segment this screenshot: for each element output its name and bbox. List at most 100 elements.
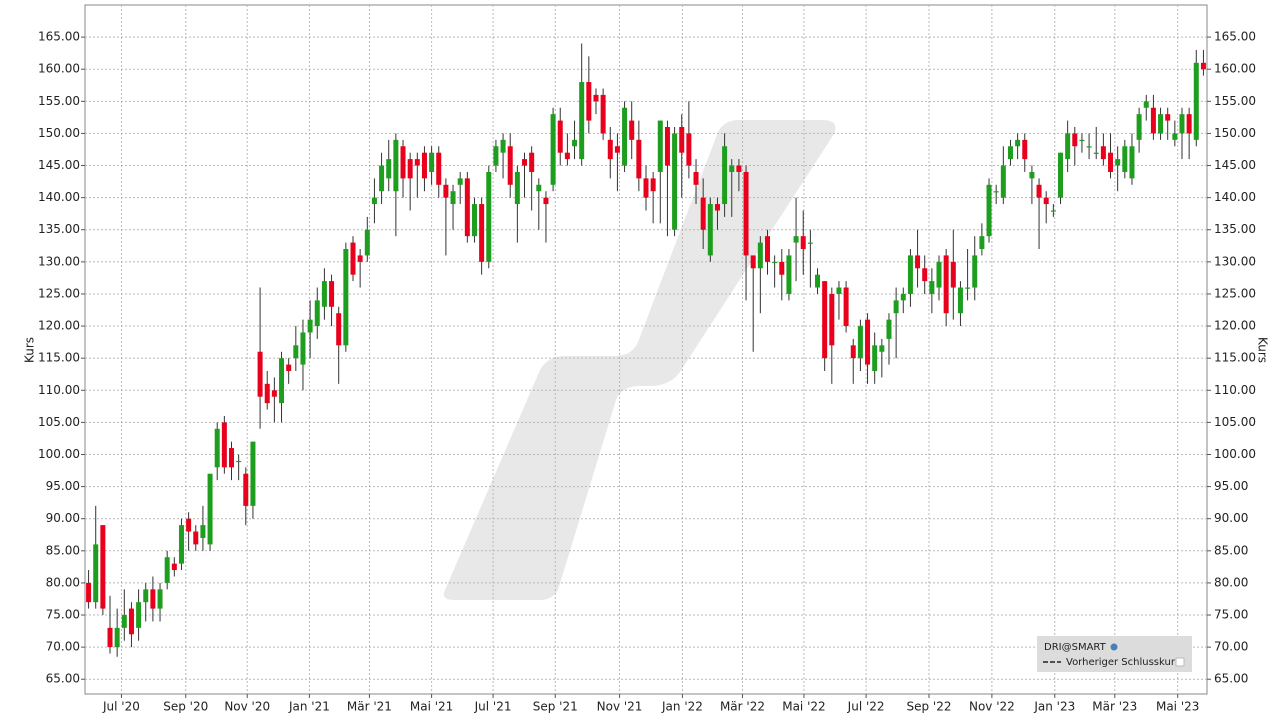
candle-body xyxy=(171,563,177,571)
candle-body xyxy=(836,287,842,294)
candle-body xyxy=(450,191,456,205)
candle-body xyxy=(614,146,620,153)
candle-body xyxy=(664,127,670,166)
y-tick-label: 70.00 xyxy=(46,640,80,654)
candle-body xyxy=(965,287,971,289)
candle-body xyxy=(200,525,206,538)
candle-body xyxy=(536,184,542,192)
candle-body xyxy=(250,441,256,506)
candle-body xyxy=(1122,146,1128,172)
x-tick-label: Mär '22 xyxy=(720,700,765,714)
y-tick-label-right: 150.00 xyxy=(1214,126,1256,140)
candle-body xyxy=(264,383,270,404)
candle-body xyxy=(793,236,799,243)
candle-body xyxy=(1050,210,1056,212)
candle-body xyxy=(1072,133,1078,147)
candle-body xyxy=(186,518,192,532)
candle-body xyxy=(750,255,756,269)
candle-body xyxy=(207,473,213,545)
candle-body xyxy=(1193,62,1199,140)
candle-body xyxy=(529,152,535,172)
y-tick-label: 150.00 xyxy=(38,126,80,140)
candle-body xyxy=(1158,114,1164,134)
y-tick-label-right: 95.00 xyxy=(1214,479,1248,493)
y-tick-label-right: 155.00 xyxy=(1214,94,1256,108)
candle-body xyxy=(414,159,420,166)
candle-body xyxy=(371,197,377,205)
legend-checkbox[interactable] xyxy=(1175,657,1185,667)
candle-body xyxy=(336,313,342,346)
candle-body xyxy=(643,178,649,198)
y-tick-label-right: 120.00 xyxy=(1214,319,1256,333)
y-tick-label: 90.00 xyxy=(46,511,80,525)
candle-body xyxy=(229,448,235,468)
candle-body xyxy=(1165,114,1171,121)
candle-body xyxy=(457,178,463,185)
y-tick-label: 135.00 xyxy=(38,222,80,236)
candle-body xyxy=(271,390,277,397)
candle-body xyxy=(1022,139,1028,160)
y-tick-label-right: 165.00 xyxy=(1214,30,1256,44)
y-tick-label: 155.00 xyxy=(38,94,80,108)
legend: DRI@SMART Vorheriger Schlusskurs xyxy=(1037,636,1192,672)
candle-body xyxy=(100,525,106,609)
candle-body xyxy=(293,345,299,359)
x-tick-label: Jan '22 xyxy=(661,700,703,714)
candle-body xyxy=(950,261,956,288)
x-tick-label: Nov '21 xyxy=(597,700,643,714)
candle-body xyxy=(572,139,578,147)
y-tick-label-right: 70.00 xyxy=(1214,640,1248,654)
candle-body xyxy=(650,178,656,192)
candle-body xyxy=(1065,133,1071,160)
candle-body xyxy=(1007,146,1013,160)
y-tick-label: 65.00 xyxy=(46,672,80,686)
candle-body xyxy=(429,152,435,172)
candle-body xyxy=(679,127,685,153)
candle-body xyxy=(815,274,821,288)
candle-body xyxy=(514,171,520,205)
candle-body xyxy=(722,146,728,205)
watermark xyxy=(443,120,836,600)
candle-body xyxy=(221,422,227,468)
candle-body xyxy=(1000,165,1006,198)
candle-body xyxy=(343,249,349,346)
candle-body xyxy=(329,281,335,307)
candle-body xyxy=(364,229,370,256)
candle-body xyxy=(786,255,792,294)
legend-entry: DRI@SMART xyxy=(1044,642,1107,653)
candle-body xyxy=(236,460,242,463)
y-tick-label-right: 145.00 xyxy=(1214,158,1256,172)
candle-body xyxy=(1086,146,1092,148)
candle-body xyxy=(879,345,885,352)
candle-body xyxy=(1179,114,1185,134)
candle-body xyxy=(464,178,470,237)
candle-body xyxy=(400,146,406,179)
candle-body xyxy=(729,165,735,172)
candle-body xyxy=(1057,152,1063,198)
y-tick-label: 85.00 xyxy=(46,543,80,557)
candle-body xyxy=(629,120,635,140)
y-tick-label: 80.00 xyxy=(46,575,80,589)
x-tick-label: Jan '21 xyxy=(288,700,330,714)
candle-body xyxy=(150,589,156,609)
candle-body xyxy=(522,159,528,166)
candle-body xyxy=(579,82,585,160)
x-tick-label: Mai '23 xyxy=(1156,700,1199,714)
legend-entry: Vorheriger Schlusskurs xyxy=(1066,657,1180,668)
y-tick-label: 125.00 xyxy=(38,286,80,300)
y-tick-label-right: 160.00 xyxy=(1214,62,1256,76)
candle-body xyxy=(764,236,770,262)
candle-body xyxy=(1015,139,1021,147)
y-tick-label: 160.00 xyxy=(38,62,80,76)
y-tick-label: 75.00 xyxy=(46,608,80,622)
y-tick-label: 140.00 xyxy=(38,190,80,204)
y-tick-label-right: 100.00 xyxy=(1214,447,1256,461)
candle-body xyxy=(493,146,499,166)
x-tick-label: Jul '20 xyxy=(102,700,140,714)
candle-body xyxy=(807,242,813,244)
candle-body xyxy=(321,281,327,307)
y-tick-label-right: 140.00 xyxy=(1214,190,1256,204)
candle-body xyxy=(829,293,835,346)
candle-body xyxy=(822,281,828,359)
